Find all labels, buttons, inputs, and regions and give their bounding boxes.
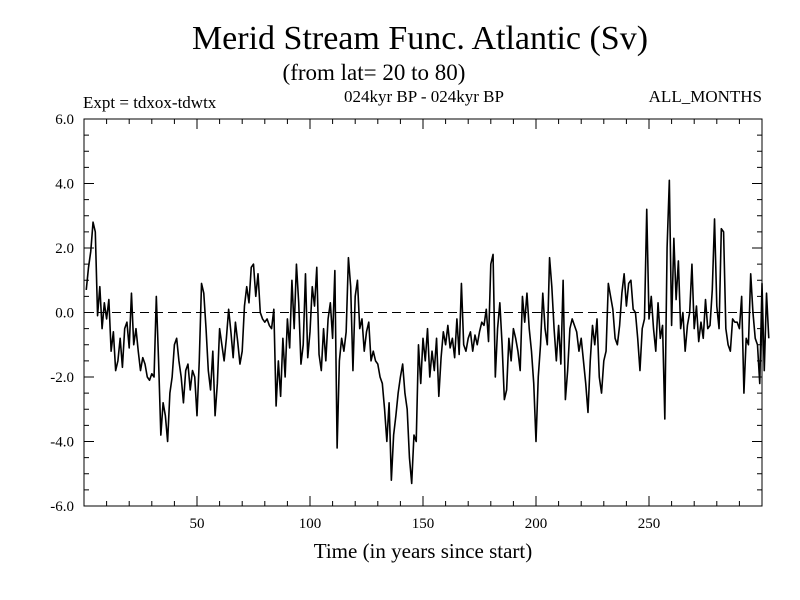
chart-title: Merid Stream Func. Atlantic (Sv): [192, 20, 648, 57]
x-tick-label: 150: [412, 516, 435, 532]
y-tick-label: -6.0: [50, 499, 74, 515]
x-tick-label: 100: [299, 516, 322, 532]
months-label: ALL_MONTHS: [649, 87, 762, 106]
expt-label: Expt = tdxox-tdwtx: [83, 93, 217, 112]
y-tick-label: 2.0: [55, 241, 74, 257]
series-line: [85, 179, 770, 485]
y-tick-label: -4.0: [50, 435, 74, 451]
x-tick-label: 200: [525, 516, 548, 532]
plot-area: 50 100 150 200 250 -6.0 -4.0 -2.0 0.0 2.0 4.0 6.0: [50, 112, 770, 532]
x-axis-label: Time (in years since start): [314, 539, 533, 563]
x-tick-label: 250: [638, 516, 661, 532]
chart-subtitle: (from lat= 20 to 80): [283, 60, 466, 85]
x-tick-label: 50: [190, 516, 205, 532]
y-tick-label: 6.0: [55, 112, 74, 128]
y-tick-label: 0.0: [55, 306, 74, 322]
y-tick-label: 4.0: [55, 177, 74, 193]
period-label: 024kyr BP - 024kyr BP: [344, 87, 504, 106]
y-tick-label: -2.0: [50, 370, 74, 386]
